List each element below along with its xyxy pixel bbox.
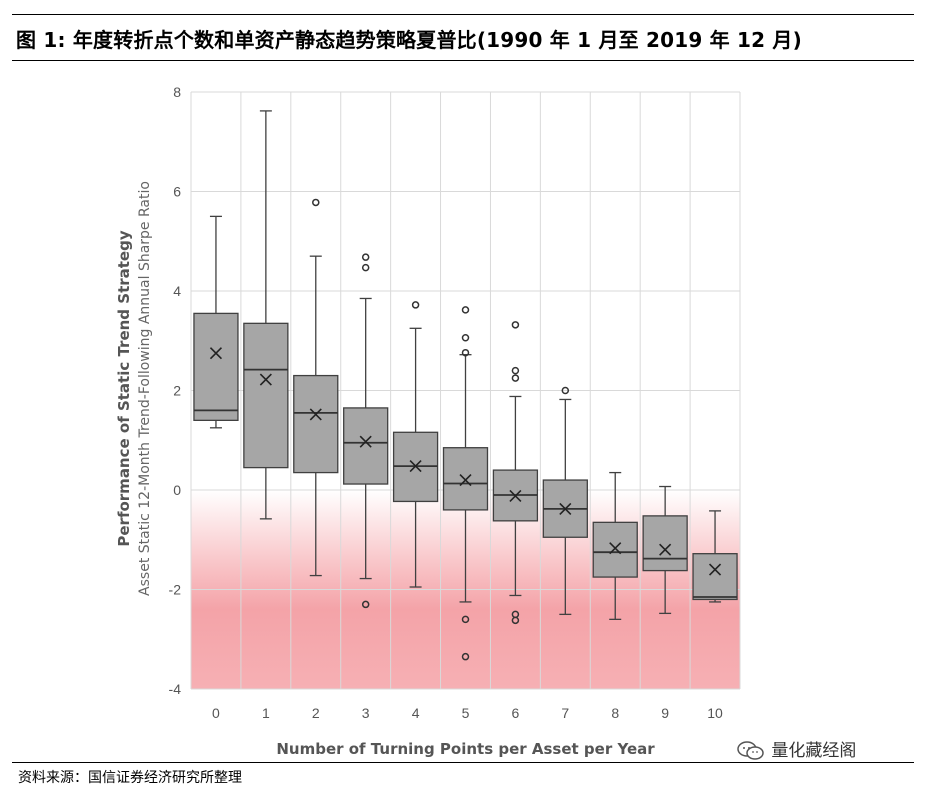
x-tick-label: 4 bbox=[412, 705, 420, 721]
outlier-point bbox=[511, 321, 520, 329]
y-tick-label: -4 bbox=[169, 681, 182, 697]
x-axis-title: Number of Turning Points per Asset per Y… bbox=[276, 740, 655, 758]
x-tick-label: 8 bbox=[611, 705, 619, 721]
x-tick-label: 1 bbox=[262, 705, 270, 721]
mean-marker bbox=[259, 373, 272, 386]
box-item bbox=[293, 198, 339, 577]
box-item bbox=[492, 321, 539, 625]
box-item bbox=[592, 471, 638, 620]
mean-marker bbox=[509, 489, 522, 503]
outlier-point bbox=[511, 366, 520, 375]
box-item bbox=[442, 306, 489, 661]
outlier-point bbox=[511, 616, 520, 625]
y-axis-title: Performance of Static Trend Strategy bbox=[115, 230, 133, 546]
outlier-point bbox=[312, 198, 320, 207]
box-item bbox=[193, 215, 239, 429]
y-tick-label: -2 bbox=[169, 582, 182, 598]
outlier-point bbox=[361, 253, 370, 261]
box-iqr bbox=[642, 515, 688, 572]
watermark: 量化藏经阁 bbox=[736, 736, 856, 762]
box-iqr bbox=[193, 312, 239, 422]
mean-marker bbox=[459, 473, 472, 487]
figure-title: 图 1: 年度转折点个数和单资产静态趋势策略夏普比(1990 年 1 月至 20… bbox=[16, 28, 802, 52]
mean-marker bbox=[209, 347, 223, 360]
y-axis-subtitle: Asset Static 12-Month Trend-Following An… bbox=[137, 181, 153, 596]
outlier-point bbox=[361, 600, 370, 609]
top-rule bbox=[12, 14, 914, 15]
outlier-point bbox=[511, 374, 520, 382]
mean-marker bbox=[609, 542, 622, 555]
box-iqr bbox=[592, 521, 638, 578]
outlier-point bbox=[461, 615, 470, 624]
outlier-point bbox=[361, 263, 370, 272]
x-tick-label: 5 bbox=[462, 705, 470, 721]
outlier-point bbox=[461, 652, 470, 661]
watermark-text: 量化藏经阁 bbox=[771, 741, 857, 761]
mean-marker bbox=[559, 502, 572, 515]
x-tick-label: 0 bbox=[212, 705, 220, 721]
outlier-point bbox=[461, 348, 470, 357]
mean-marker bbox=[659, 543, 672, 556]
y-tick-label: 8 bbox=[173, 84, 181, 100]
outlier-point bbox=[461, 334, 470, 342]
y-tick-label: 6 bbox=[173, 184, 181, 200]
tick-labels: -4 -2 0 2 4 6 8 0 1 2 3 4 5 6 7 8 9 10 bbox=[169, 84, 723, 721]
box-iqr bbox=[442, 447, 489, 511]
mean-marker bbox=[359, 435, 372, 448]
source-note: 资料来源：国信证券经济研究所整理 bbox=[18, 770, 242, 786]
outlier-point bbox=[411, 301, 420, 309]
outlier-point bbox=[461, 306, 470, 314]
box-item bbox=[392, 301, 439, 588]
x-tick-label: 10 bbox=[707, 705, 723, 721]
y-tick-label: 0 bbox=[173, 482, 181, 498]
wechat-icon bbox=[737, 741, 764, 760]
box-item bbox=[343, 253, 389, 609]
mean-marker bbox=[708, 563, 722, 576]
x-tick-label: 3 bbox=[362, 705, 370, 721]
title-rule bbox=[12, 60, 914, 61]
box-iqr bbox=[692, 553, 738, 601]
box-item bbox=[692, 510, 738, 603]
bottom-rule bbox=[12, 762, 914, 763]
x-tick-label: 9 bbox=[661, 705, 669, 721]
mean-marker bbox=[309, 408, 322, 421]
mean-marker bbox=[409, 460, 422, 473]
x-tick-label: 2 bbox=[312, 705, 320, 721]
y-tick-label: 4 bbox=[173, 283, 181, 299]
box-series bbox=[193, 110, 738, 661]
x-tick-label: 7 bbox=[561, 705, 569, 721]
box-item bbox=[542, 386, 588, 616]
outlier-point bbox=[561, 386, 570, 395]
x-tick-label: 6 bbox=[512, 705, 520, 721]
box-item bbox=[642, 485, 688, 615]
box-iqr bbox=[243, 322, 289, 469]
y-tick-label: 2 bbox=[173, 383, 181, 399]
box-iqr bbox=[343, 407, 389, 485]
box-iqr bbox=[293, 374, 339, 474]
box-item bbox=[243, 110, 289, 520]
